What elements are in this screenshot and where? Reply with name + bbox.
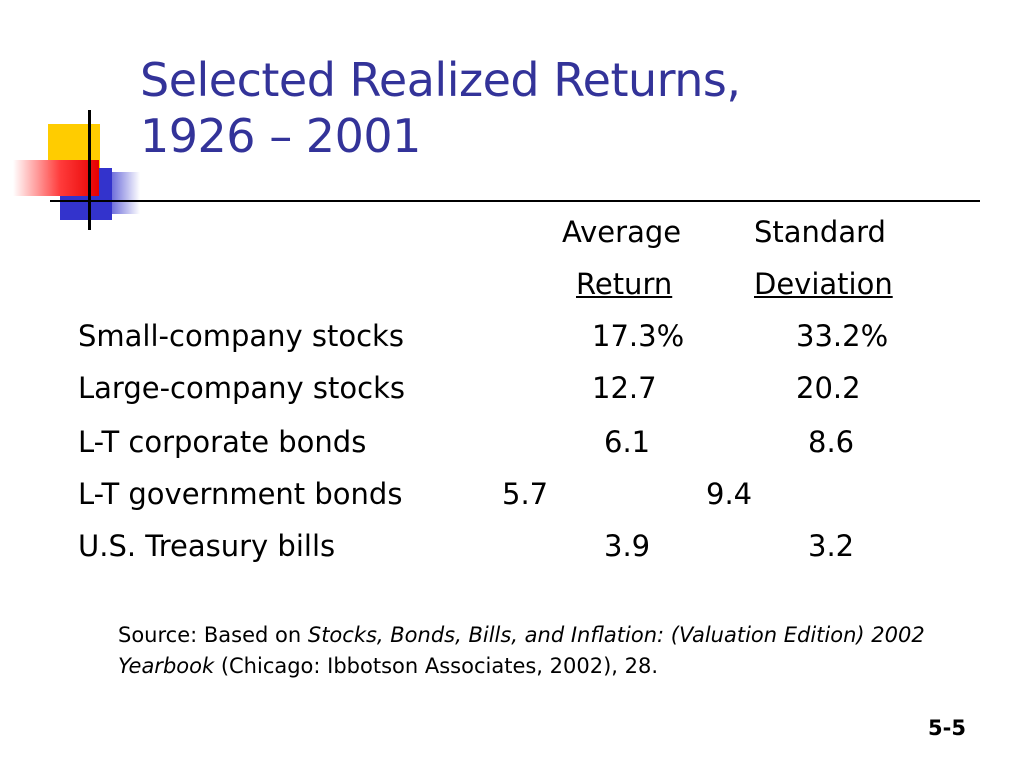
header-standard: Standard xyxy=(754,215,886,249)
header-return: Return xyxy=(576,267,673,301)
row-label-corporate-bonds: L-T corporate bonds xyxy=(78,425,367,459)
row-sd-small-company: 33.2% xyxy=(796,319,889,353)
source-citation: Source: Based on Stocks, Bonds, Bills, a… xyxy=(118,620,978,682)
source-suffix: (Chicago: Ibbotson Associates, 2002), 28… xyxy=(214,654,659,678)
source-book-title: Stocks, Bonds, Bills, and Inflation: (Va… xyxy=(118,623,925,678)
title-underline-rule xyxy=(50,200,980,202)
header-average: Average xyxy=(562,215,682,249)
header-deviation: Deviation xyxy=(754,267,893,301)
decorative-blue-gradient xyxy=(100,172,140,214)
row-label-small-company: Small-company stocks xyxy=(78,319,404,353)
slide-number: 5-5 xyxy=(928,716,966,740)
row-label-large-company: Large-company stocks xyxy=(78,371,406,405)
row-sd-large-company: 20.2 xyxy=(796,371,861,405)
row-average-corporate-bonds: 6.1 xyxy=(604,425,651,459)
row-average-large-company: 12.7 xyxy=(592,371,657,405)
row-label-government-bonds: L-T government bonds xyxy=(78,477,403,511)
row-sd-government-bonds: 9.4 xyxy=(706,477,753,511)
row-sd-treasury-bills: 3.2 xyxy=(808,529,855,563)
slide-title: Selected Realized Returns, 1926 – 2001 xyxy=(140,52,741,164)
row-label-treasury-bills: U.S. Treasury bills xyxy=(78,529,336,563)
decorative-red-bar xyxy=(13,160,99,196)
slide-title-line-1: Selected Realized Returns, xyxy=(140,53,741,107)
row-average-small-company: 17.3% xyxy=(592,319,685,353)
row-average-treasury-bills: 3.9 xyxy=(604,529,651,563)
source-prefix: Source: Based on xyxy=(118,623,308,647)
slide-title-line-2: 1926 – 2001 xyxy=(140,109,421,163)
row-sd-corporate-bonds: 8.6 xyxy=(808,425,855,459)
decorative-vertical-line xyxy=(88,110,91,230)
row-average-government-bonds: 5.7 xyxy=(502,477,549,511)
